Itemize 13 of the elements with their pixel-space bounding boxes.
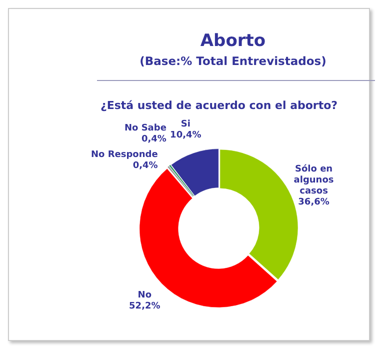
data-label: 0,4%: [141, 134, 166, 144]
chart-title: Aborto: [199, 31, 267, 51]
slice-label: No Responde: [91, 150, 158, 160]
data-label: 0,4%: [132, 160, 158, 171]
slice-label: Sólo en algunos casos: [294, 163, 334, 196]
slice-label: No Sabe: [124, 123, 166, 134]
data-label: 36,6%: [298, 197, 330, 208]
chart-subtitle: (Base:% Total Entrevistados): [138, 54, 328, 68]
slice-label: No: [138, 290, 152, 300]
slice-label: Si: [180, 119, 190, 130]
data-label: 52,2%: [129, 301, 160, 312]
text: ¿Está usted de acuerdo con el aborto?: [99, 99, 339, 112]
data-label: 10,4%: [170, 130, 202, 140]
